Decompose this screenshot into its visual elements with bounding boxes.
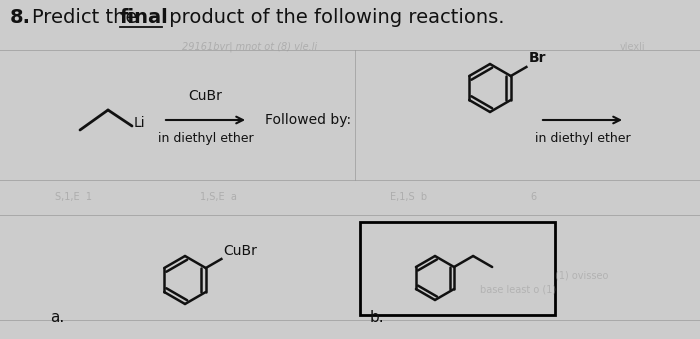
Text: S,1,E  1: S,1,E 1 (55, 192, 92, 202)
Text: final: final (120, 8, 169, 27)
Text: Li: Li (134, 116, 146, 130)
Text: CuBr: CuBr (188, 89, 223, 103)
Text: in diethyl ether: in diethyl ether (535, 132, 630, 145)
Text: 29161bvr| mnot ot (8) vle.li: 29161bvr| mnot ot (8) vle.li (183, 42, 318, 53)
Text: base least o (1): base least o (1) (480, 284, 556, 294)
Text: 1,S,E  a: 1,S,E a (200, 192, 237, 202)
Text: b.: b. (370, 310, 384, 325)
Text: in diethyl ether: in diethyl ether (158, 132, 253, 145)
Text: 8.: 8. (10, 8, 31, 27)
Text: Followed by:: Followed by: (265, 113, 351, 127)
Bar (360, 222, 555, 315)
Text: vlexli: vlexli (620, 42, 645, 52)
Text: E,1,S  b: E,1,S b (390, 192, 427, 202)
Text: a.: a. (50, 310, 64, 325)
Text: product of the following reactions.: product of the following reactions. (163, 8, 505, 27)
Text: Predict the: Predict the (32, 8, 144, 27)
Text: 6: 6 (530, 192, 536, 202)
Text: Br: Br (528, 51, 546, 65)
Text: (1) ovisseo: (1) ovisseo (555, 270, 608, 280)
Text: CuBr: CuBr (223, 244, 257, 258)
